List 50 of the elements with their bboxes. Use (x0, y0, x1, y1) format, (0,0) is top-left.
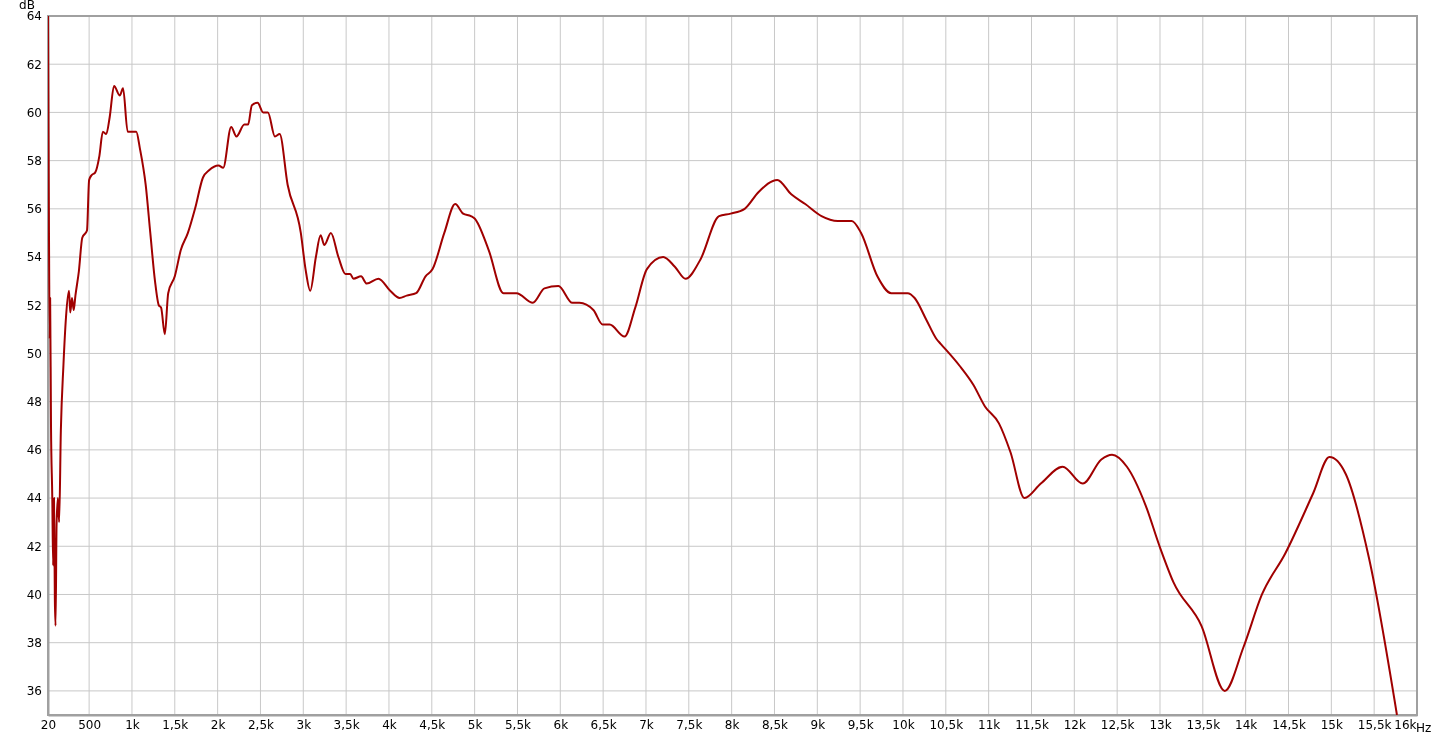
x-tick-label: 9,5k (847, 717, 874, 732)
x-tick-label: 5,5k (504, 717, 532, 732)
x-tick-label: 2,5k (247, 717, 275, 732)
x-tick-label: 10k (892, 717, 915, 732)
x-tick-label: 10,5k (929, 717, 964, 732)
y-tick-label: 54 (26, 250, 42, 265)
x-tick-label: 2k (210, 717, 226, 732)
x-tick-label: 4,5k (419, 717, 446, 732)
x-tick-label: 1,5k (162, 717, 189, 732)
x-tick-label: 6k (553, 717, 569, 732)
x-tick-label: 1k (125, 717, 140, 732)
x-tick-label: 3,5k (333, 717, 360, 732)
y-tick-label: 46 (26, 443, 42, 458)
x-tick-label: 13k (1149, 717, 1172, 732)
x-tick-label: 12k (1063, 717, 1086, 732)
x-tick-label: 8,5k (761, 717, 789, 732)
y-tick-label: 56 (26, 202, 42, 217)
x-tick-label: 15k (1320, 717, 1343, 732)
y-tick-label: 44 (26, 491, 42, 506)
y-tick-label: 64 (26, 9, 42, 24)
x-tick-label: 20 (40, 717, 57, 732)
x-tick-label: 7k (639, 717, 654, 732)
y-tick-label: 60 (26, 105, 42, 120)
x-tick-label: 14,5k (1272, 717, 1306, 732)
y-tick-label: 40 (26, 587, 42, 602)
x-tick-label: 16k (1394, 717, 1417, 732)
y-tick-label: 58 (26, 153, 42, 168)
y-tick-label: 62 (26, 57, 42, 72)
x-tick-label: 11,5k (1015, 717, 1049, 732)
y-tick-label: 36 (26, 684, 42, 699)
y-tick-label: 38 (26, 636, 42, 651)
x-tick-label: 9k (810, 717, 826, 732)
y-tick-label: 42 (26, 539, 42, 554)
x-tick-label: 12,5k (1100, 717, 1135, 732)
x-tick-label: 13,5k (1186, 717, 1221, 732)
y-tick-label: 48 (26, 395, 42, 409)
x-tick-label: 5k (467, 717, 483, 732)
x-tick-label: 14k (1235, 717, 1258, 732)
x-tick-label: 6,5k (590, 717, 617, 732)
x-tick-label: 500 (78, 717, 102, 732)
x-tick-label: 7,5k (676, 717, 703, 732)
y-tick-label: 50 (26, 346, 42, 361)
x-tick-label: 3k (296, 717, 312, 732)
x-tick-label: 8k (724, 717, 740, 732)
y-tick-label: 52 (26, 298, 42, 313)
x-tick-label: 4k (382, 717, 397, 732)
x-axis-title: Hz (1416, 721, 1432, 735)
y-axis-title: dB (19, 0, 35, 12)
x-tick-label: 15,5k (1357, 717, 1392, 732)
x-tick-label: 11k (978, 717, 1001, 732)
